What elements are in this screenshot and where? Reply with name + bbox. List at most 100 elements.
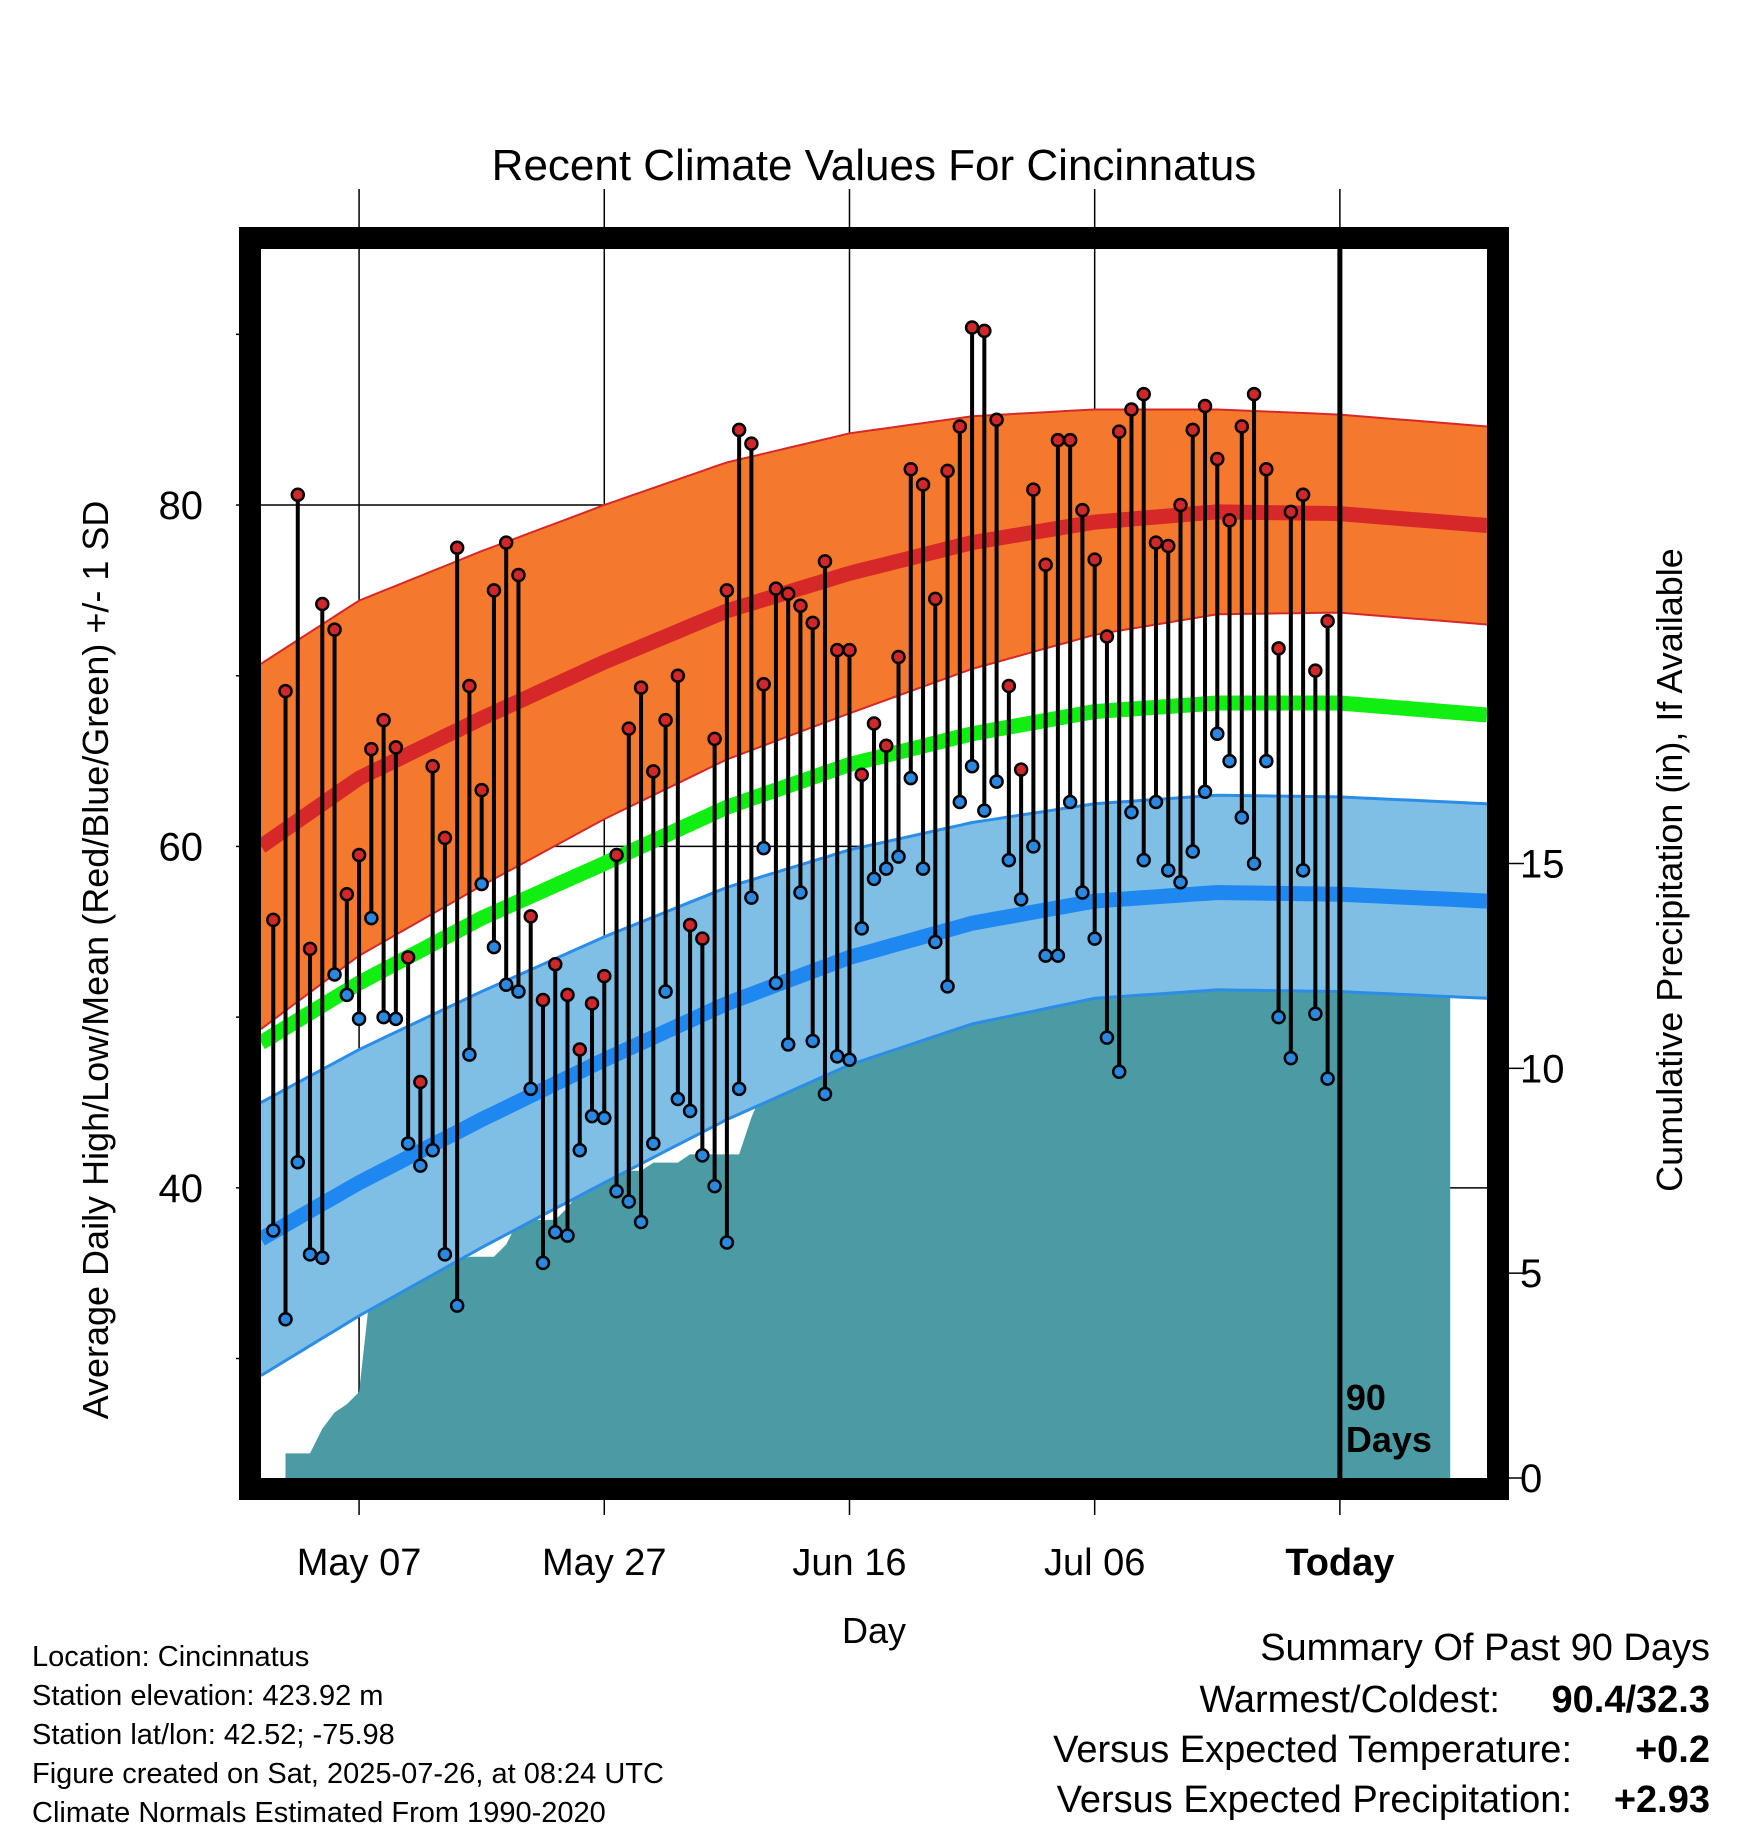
- daily-low-point: [1160, 863, 1176, 878]
- daily-low-point: [940, 979, 955, 994]
- low-sd-band: [261, 795, 1487, 1376]
- normal-low-line: [261, 884, 1487, 1246]
- daily-high-point: [597, 968, 612, 984]
- daily-low-point: [449, 1298, 465, 1313]
- daily-low-point: [597, 1110, 612, 1126]
- daily-high-point: [1050, 432, 1066, 448]
- daily-low-point: [866, 871, 882, 887]
- daily-high-point: [829, 642, 845, 658]
- daily-high-point: [1111, 424, 1127, 439]
- y-right-tick-label: 0: [1520, 1457, 1542, 1501]
- latlon-text: Station lat/lon: 42.52; -75.98: [32, 1719, 395, 1751]
- summary-title: Summary Of Past 90 Days: [1260, 1627, 1710, 1669]
- daily-low-point: [400, 1136, 416, 1151]
- daily-high-point: [646, 764, 661, 779]
- daily-low-point: [1038, 948, 1053, 963]
- daily-low-point: [854, 921, 869, 936]
- daily-high-point: [523, 909, 538, 924]
- daily-low-point: [290, 1154, 306, 1170]
- x-axis-label: Day: [842, 1610, 906, 1651]
- daily-high-point: [977, 323, 992, 339]
- daily-high-point: [854, 767, 869, 782]
- daily-high-point: [1026, 482, 1041, 497]
- daily-low-point: [646, 1136, 661, 1151]
- summary-panel: Summary Of Past 90 Days Warmest/Coldest:…: [1053, 1627, 1710, 1821]
- daily-low-point: [903, 770, 919, 786]
- x-tick-label: May 27: [542, 1542, 667, 1584]
- daily-high-point: [266, 912, 281, 928]
- daily-high-point: [1062, 432, 1078, 448]
- today-window-label: Days: [1346, 1419, 1432, 1460]
- axes: 40 60 80 0 5 10 15 May 07 May 27 Jun 16 Jul 06 Toda…: [159, 333, 1565, 1584]
- daily-low-point: [1185, 844, 1201, 859]
- daily-high-point: [388, 740, 404, 755]
- daily-low-point: [413, 1158, 428, 1173]
- daily-high-point: [1295, 487, 1311, 503]
- daily-low-point: [1099, 1030, 1115, 1045]
- daily-high-point: [964, 320, 980, 335]
- daily-low-point: [793, 885, 808, 900]
- daily-low-point: [486, 939, 502, 955]
- daily-low-point: [964, 758, 980, 774]
- y-left-tick-label: 40: [159, 1167, 204, 1211]
- temp-vs-expected-value: +0.2: [1635, 1729, 1710, 1771]
- daily-low-point: [915, 861, 931, 876]
- daily-high-point: [1197, 398, 1213, 414]
- daily-low-point: [315, 1250, 330, 1266]
- daily-high-point: [670, 668, 686, 683]
- daily-high-point: [1013, 762, 1029, 777]
- daily-high-point: [1308, 663, 1323, 678]
- daily-low-point: [731, 1081, 747, 1097]
- daily-low-point: [560, 1228, 575, 1243]
- daily-low-point: [1308, 1006, 1323, 1021]
- daily-low-point: [842, 1052, 857, 1068]
- low-sd-lower-edge: [261, 988, 1487, 1377]
- daily-high-point: [1271, 641, 1286, 656]
- daily-high-point: [1173, 497, 1188, 513]
- daily-high-point: [560, 987, 575, 1003]
- x-tick-label: May 07: [297, 1542, 422, 1584]
- daily-high-point: [1124, 402, 1139, 417]
- daily-high-point: [339, 886, 355, 902]
- daily-low-point: [462, 1047, 477, 1062]
- daily-low-point: [1013, 892, 1029, 907]
- daily-low-point: [1148, 794, 1164, 810]
- created-text: Figure created on Sat, 2025-07-26, at 08…: [32, 1758, 664, 1790]
- daily-low-point: [817, 1086, 833, 1102]
- daily-low-point: [302, 1247, 318, 1262]
- daily-low-point: [511, 984, 526, 999]
- daily-low-point: [658, 984, 673, 999]
- daily-high-point: [486, 583, 502, 598]
- temp-vs-expected-label: Versus Expected Temperature:: [1053, 1729, 1572, 1771]
- daily-high-point: [793, 598, 808, 614]
- daily-low-point: [1246, 856, 1262, 871]
- daily-high-point: [1185, 422, 1201, 438]
- y-right-tick-label: 5: [1520, 1252, 1542, 1296]
- daily-high-point: [1001, 678, 1017, 694]
- daily-low-point: [437, 1247, 453, 1262]
- plot-frame: [239, 227, 1509, 1500]
- daily-high-point: [879, 738, 894, 753]
- daily-high-point: [903, 461, 919, 477]
- daily-high-point: [498, 535, 514, 550]
- daily-low-point: [364, 910, 379, 926]
- daily-low-point: [1124, 805, 1139, 820]
- daily-high-point: [1259, 461, 1274, 477]
- daily-low-point: [1173, 875, 1188, 890]
- daily-low-point: [989, 774, 1004, 789]
- daily-low-point: [744, 890, 759, 905]
- normals-text: Climate Normals Estimated From 1990-2020: [32, 1797, 606, 1828]
- daily-high-point: [719, 583, 735, 598]
- daily-low-point: [584, 1108, 600, 1124]
- daily-high-point: [364, 741, 379, 757]
- daily-high-point: [400, 950, 416, 965]
- daily-low-point: [633, 1214, 649, 1230]
- daily-high-point: [437, 830, 453, 846]
- precip-vs-expected-label: Versus Expected Precipitation:: [1057, 1779, 1572, 1821]
- daily-low-point: [768, 975, 784, 991]
- daily-high-point: [290, 487, 306, 503]
- daily-high-point: [584, 996, 600, 1011]
- daily-low-point: [805, 1033, 820, 1049]
- location-text: Location: Cincinnatus: [32, 1641, 309, 1673]
